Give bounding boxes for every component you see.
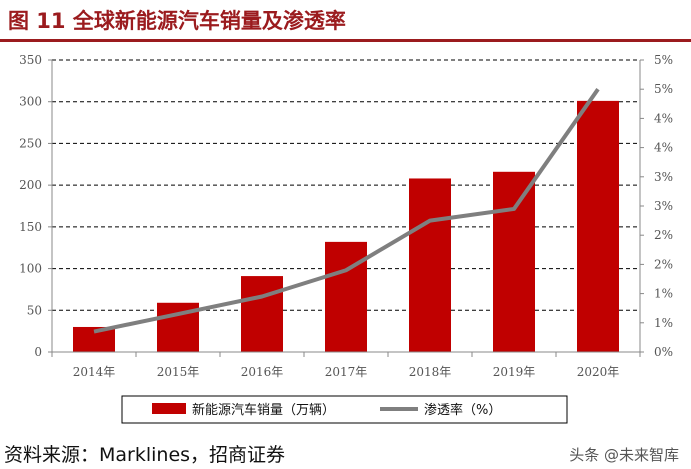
y2-tick-label: 5%	[654, 53, 673, 67]
legend-label-line: 渗透率（%）	[424, 402, 501, 418]
y-tick-label: 250	[19, 136, 42, 150]
y2-tick-label: 4%	[654, 141, 673, 155]
watermark: 头条 @未来智库	[569, 446, 679, 464]
y-tick-label: 350	[19, 53, 42, 67]
y2-tick-label: 3%	[654, 199, 673, 213]
y2-tick-label: 1%	[654, 287, 673, 301]
bar	[409, 178, 451, 352]
y2-tick-label: 4%	[654, 111, 673, 125]
y-tick-label: 150	[19, 220, 42, 234]
bar	[241, 276, 283, 352]
x-tick-label: 2020年	[577, 365, 620, 379]
y2-tick-label: 3%	[654, 170, 673, 184]
x-tick-label: 2017年	[325, 365, 368, 379]
title-bar: 图 11 全球新能源汽车销量及渗透率	[0, 0, 691, 42]
bar	[493, 171, 535, 352]
chart-title: 图 11 全球新能源汽车销量及渗透率	[8, 9, 346, 33]
x-tick-label: 2015年	[157, 365, 200, 379]
y2-tick-label: 2%	[654, 228, 673, 242]
y2-tick-label: 5%	[654, 82, 673, 96]
y-tick-label: 100	[19, 262, 42, 276]
legend-swatch-bar	[152, 403, 186, 414]
bar	[325, 241, 367, 352]
source-note: 资料来源：Marklines，招商证券	[4, 444, 286, 466]
x-tick-label: 2019年	[493, 365, 536, 379]
chart: 0 50 100 150 200 250 300 350 0% 1% 1% 2% 2% 3% 3% 4% 4% 5…	[19, 53, 673, 424]
y-tick-label: 0	[34, 345, 42, 359]
legend-box	[121, 395, 568, 424]
y-tick-label: 300	[19, 95, 42, 109]
y2-tick-label: 1%	[654, 316, 673, 330]
y-tick-label: 200	[19, 178, 42, 192]
bar	[577, 100, 619, 352]
x-tick-label: 2016年	[241, 365, 284, 379]
legend-label-bar: 新能源汽车销量（万辆）	[192, 402, 335, 418]
x-tick-label: 2014年	[73, 365, 116, 379]
x-tick-label: 2018年	[409, 365, 452, 379]
y-tick-label: 50	[27, 303, 42, 317]
y2-tick-label: 2%	[654, 257, 673, 271]
y2-tick-label: 0%	[654, 345, 673, 359]
